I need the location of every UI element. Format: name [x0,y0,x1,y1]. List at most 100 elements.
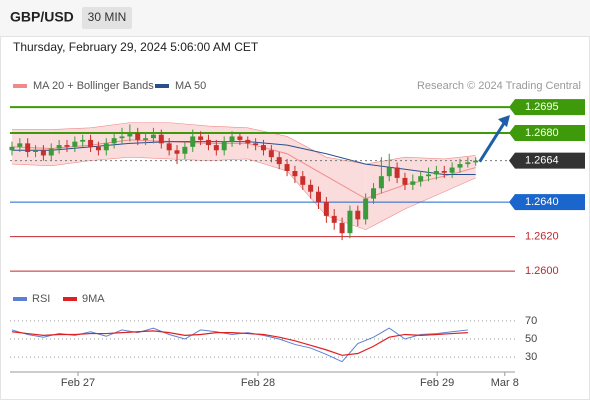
level-label: 1.2664 [525,155,559,167]
interval-box[interactable] [82,7,132,29]
candle-body [190,136,196,147]
candle-body [103,143,109,151]
candle-body [363,198,369,220]
candle-body [386,167,392,177]
legend-swatch [63,297,77,301]
candle-body [316,191,322,203]
candle-body [347,210,353,234]
candle-body [245,139,251,144]
candle-body [410,181,416,185]
x-tick-label: Feb 29 [420,377,454,389]
candle-body [331,215,337,223]
candle-body [300,176,306,185]
price-panel: MA 20 + Bollinger Bands MA 50 Research © 2… [9,80,585,277]
candle-body [80,139,86,142]
legend-label: RSI [32,293,50,305]
candle-body [213,145,219,151]
level-badge [515,99,585,116]
candle-body [465,162,471,165]
level-badge [515,125,585,141]
candle-body [355,210,361,220]
candle-body [221,141,227,151]
y-tick-label: 70 [525,315,537,327]
candle-body [394,167,400,178]
candle-body [308,184,314,192]
candle-body [25,143,31,152]
rsi-line [11,330,468,356]
band-upper [11,122,476,165]
candle-body [229,136,235,142]
legend-label: 9MA [82,293,105,305]
level-badge-tip [509,125,515,141]
candle-body [88,139,94,147]
arrow-head [498,115,510,128]
candle-body [276,157,282,165]
candle-body [418,176,424,182]
candle-body [166,143,172,151]
level-label: 1.2680 [525,127,559,139]
candle-body [119,136,125,139]
level-label: 1.2695 [525,101,559,113]
candle-body [64,145,70,147]
candle-body [205,139,211,146]
x-tick-label: Mar 8 [491,377,519,389]
candle-body [182,146,188,154]
candle-body [150,134,156,139]
candle-body [135,133,141,140]
candle-body [95,146,101,151]
candle-body [9,146,15,151]
candle-body [323,202,329,216]
y-tick-label: 30 [525,351,537,363]
candle-body [449,167,455,173]
candle-body [284,164,290,171]
level-label: 1.2600 [525,265,559,277]
candle-body [174,150,180,154]
candle-body [158,134,164,144]
level-badge-tip [509,152,515,169]
candle-body [473,160,479,163]
legend-swatch [13,297,27,301]
candle-body [198,136,204,140]
level-label: 1.2620 [525,231,559,243]
interval[interactable]: 30 MIN [88,10,127,24]
source: Research © 2024 Trading Central [417,80,581,92]
level-badge [515,194,585,211]
candle-body [371,188,377,199]
candle-body [111,138,117,144]
y-tick-label: 50 [525,333,537,345]
x-tick-label: Feb 27 [61,377,95,389]
candle-body [378,176,384,189]
candle-body [433,171,439,175]
candle-body [127,133,133,137]
symbol: GBP/USD [10,9,74,25]
legend-label: MA 20 + Bollinger Bands [33,80,154,92]
candle-body [40,150,46,156]
legend-label: MA 50 [175,80,206,92]
candle-body [426,174,432,177]
candle-body [56,145,62,149]
x-tick-label: Feb 28 [241,377,275,389]
candle-body [72,141,78,147]
candle-body [143,138,149,140]
level-badge-tip [509,194,515,211]
candle-body [253,143,259,146]
candle-body [292,171,298,177]
band-fill [247,127,288,171]
level-badge [515,152,585,169]
projection-arrow [478,119,508,163]
candle-body [441,171,447,173]
candle-body [339,222,345,234]
level-badge-tip [509,99,515,116]
candle-body [237,136,243,140]
legend-swatch [13,84,27,88]
candle-body [17,143,23,147]
timestamp: Thursday, February 29, 2024 5:06:00 AM C… [13,40,259,54]
candle-body [33,150,39,152]
candle-body [457,164,463,168]
level-label: 1.2640 [525,196,559,208]
band-fill [90,122,130,161]
legend-swatch [155,84,169,88]
candle-body [48,148,54,156]
